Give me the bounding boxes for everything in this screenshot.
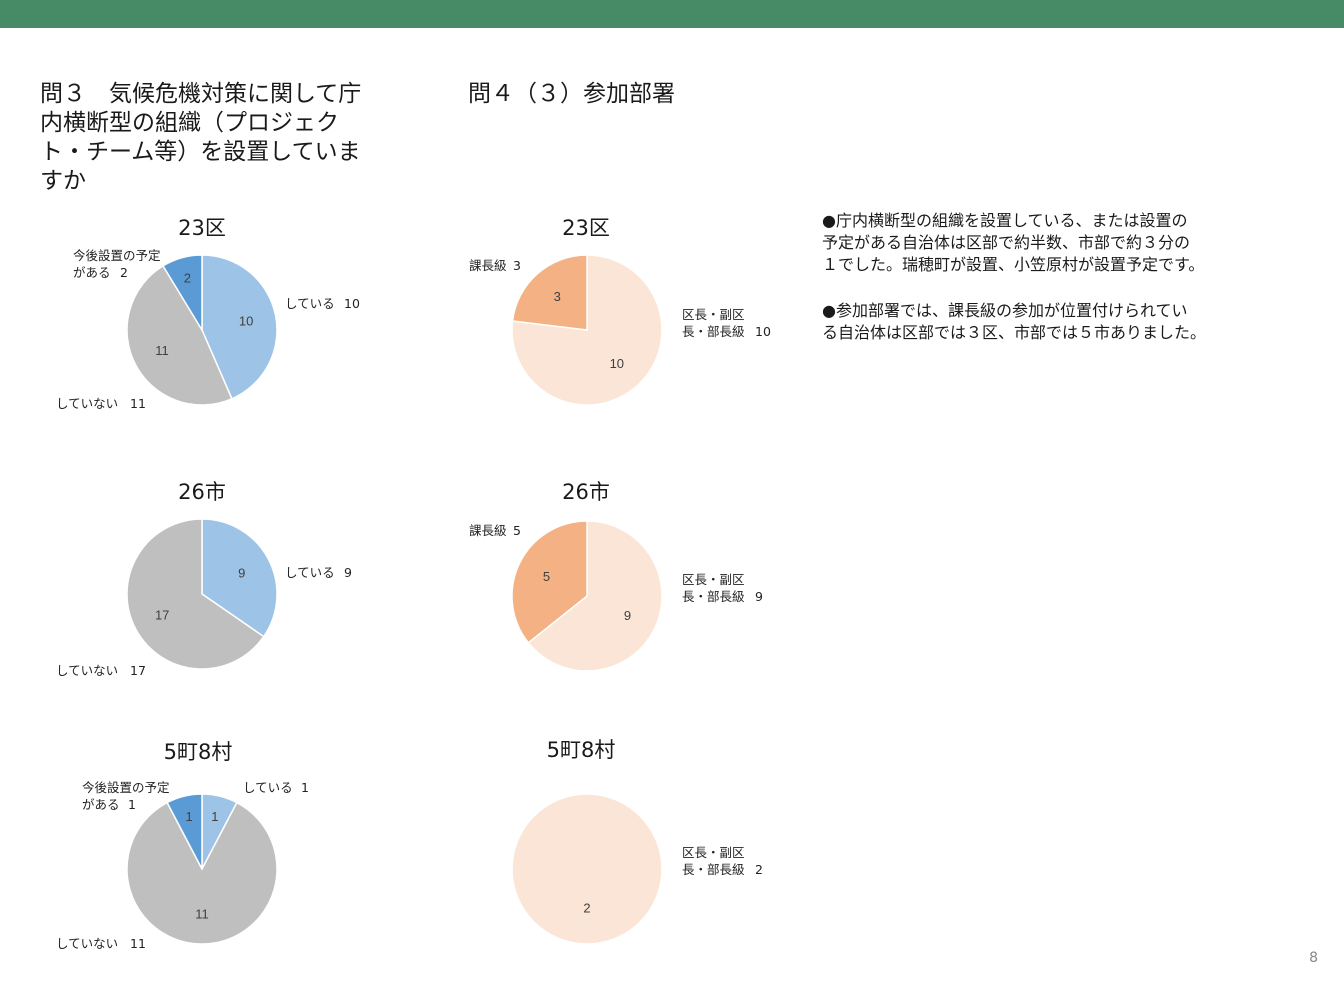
legend-value-yotei: 1 [128,797,136,812]
pie-slice [511,254,588,331]
legend-label-kucho: 区長・副区 長・部長級 [682,307,745,339]
pie-value-label: 9 [238,566,245,581]
pie-slice [527,520,663,672]
pie-value-label: 11 [195,907,209,922]
pie-value-label: 1 [185,809,192,824]
page-number: 8 [1309,950,1318,966]
pie-value-label: 9 [624,608,631,623]
chart-title-q3-23ku: 23区 [178,216,226,240]
legend-label-yotei: 今後設置の予定 がある [73,248,161,280]
legend-value-kucho: 9 [755,589,763,604]
legend-value-kucho: 10 [755,324,771,339]
question-4-heading: 問４（３）参加部署 [468,81,675,107]
chart-title-q3-5cho8son: 5町8村 [163,740,233,764]
legend-label-shiteinai: していない [56,663,119,678]
legend-label-shiteinai: していない [56,396,119,411]
legend-value-shiteiru: 10 [344,296,360,311]
pie-slice [166,793,203,870]
legend-label-shiteiru: している [285,565,335,580]
legend-label-kucho: 区長・副区 長・部長級 [682,845,745,877]
legend-label-shiteinai: していない [56,936,119,951]
pie-value-label: 1 [211,809,218,824]
legend-value-kacho: 3 [513,258,521,273]
pie-q4-23ku: 10 3 [511,254,663,406]
pie-slice [201,254,278,400]
pie-slice [511,254,663,406]
pie-slice [126,518,265,670]
legend-value-kacho: 5 [513,523,521,538]
chart-title-q4-5cho8son: 5町8村 [546,738,616,762]
chart-title-q4-26shi: 26市 [562,480,610,504]
legend-label-shiteiru: している [243,780,293,795]
summary-note-1: ●庁内横断型の組織を設置している、または設置の 予定がある自治体は区部で約半数、… [822,211,1205,274]
pie-value-label: 2 [583,901,590,916]
pie-slice [201,518,278,638]
pie-value-label: 10 [610,356,624,371]
pie-slice [126,801,278,945]
pie-value-label: 3 [554,289,561,304]
pie-q4-5cho8son: 2 [511,793,663,945]
legend-value-kucho: 2 [755,862,763,877]
legend-label-shiteiru: している [285,296,335,311]
pie-q3-23ku: 10 11 2 [126,254,278,406]
chart-title-q4-23ku: 23区 [562,216,610,240]
legend-value-shiteiru: 9 [344,565,352,580]
pie-value-label: 11 [155,343,169,358]
pie-value-label: 5 [543,569,550,584]
pie-value-label: 17 [155,607,169,622]
pie-value-label: 2 [184,271,191,286]
legend-label-kucho: 区長・副区 長・部長級 [682,572,745,604]
legend-label-yotei: 今後設置の予定 がある [82,780,170,812]
pie-q4-26shi: 95 [511,520,663,672]
legend-label-kacho: 課長級 [469,258,507,273]
legend-value-shiteinai: 11 [130,396,146,411]
header-bar [0,0,1344,28]
legend-value-yotei: 2 [120,265,128,280]
legend-value-shiteinai: 17 [130,663,146,678]
pie-value-label: 10 [239,313,253,328]
pie-slice [511,793,663,945]
pie-q3-26shi: 9 17 [126,518,278,670]
chart-title-q3-26shi: 26市 [178,480,226,504]
legend-value-shiteiru: 1 [301,780,309,795]
legend-value-shiteinai: 11 [130,936,146,951]
summary-note-2: ●参加部署では、課長級の参加が位置付けられてい る自治体は区部では３区、市部では… [822,301,1207,342]
pie-slice [162,254,203,333]
pie-slice [511,520,588,644]
pie-slice [126,264,233,406]
legend-label-kacho: 課長級 [469,523,507,538]
question-3-heading: 問３ 気候危機対策に関して庁内横断型の組織（プロジェクト・チーム等）を設置してい… [40,81,362,194]
